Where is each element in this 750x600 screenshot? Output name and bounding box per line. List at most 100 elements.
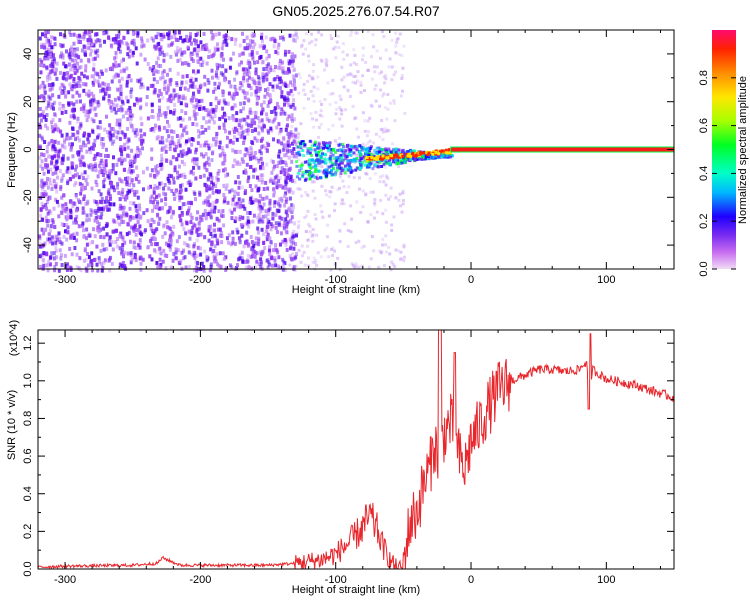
- spectrogram-cell: [110, 261, 114, 266]
- spectrogram-cell: [193, 191, 197, 196]
- spectrogram-cell: [48, 240, 52, 245]
- spectrogram-cell: [193, 112, 197, 117]
- spectrogram-cell: [60, 160, 64, 165]
- spectrogram-cell: [262, 100, 266, 105]
- spectrogram-cell: [257, 186, 261, 191]
- colorbar-ticks: 0.00.20.40.60.8: [698, 70, 736, 277]
- spectrogram-cell: [52, 140, 55, 145]
- spectrogram-cell: [206, 143, 210, 148]
- spectrogram-cell: [292, 265, 296, 270]
- spectrogram-cell: [241, 204, 245, 209]
- spectrogram-cell: [364, 60, 368, 64]
- spectrogram-cell: [52, 57, 56, 61]
- spectrogram-cell: [222, 223, 226, 228]
- spectrogram-cell: [155, 261, 159, 265]
- spectrogram-cell: [432, 150, 436, 154]
- spectrogram-cell: [194, 77, 198, 82]
- spectrogram-cell: [38, 107, 42, 111]
- spectrogram-cell: [223, 198, 227, 203]
- spectrogram-cell: [128, 160, 132, 165]
- spectrogram-cell: [291, 93, 295, 97]
- spectrogram-cell: [158, 127, 162, 132]
- spectrogram-cell: [175, 157, 179, 161]
- spectrogram-cell: [111, 163, 115, 168]
- spectrogram-cell: [262, 232, 266, 237]
- spectrogram-cell: [151, 200, 155, 205]
- spectrogram-cell: [72, 32, 76, 37]
- spectrogram-cell: [308, 224, 312, 228]
- spectrogram-cell: [50, 161, 53, 166]
- spectrogram-cell: [253, 80, 257, 85]
- y-tick-label: -40: [22, 237, 34, 253]
- spectrogram-cell: [187, 250, 191, 255]
- spectrogram-cell: [200, 217, 204, 222]
- spectrogram-cell: [80, 71, 84, 76]
- spectrogram-cell: [102, 96, 106, 101]
- spectrogram-cell: [103, 199, 107, 204]
- spectrogram-cell: [267, 130, 270, 135]
- x-tick-label: -200: [189, 274, 211, 286]
- spectrogram-cell: [390, 38, 394, 42]
- spectrogram-cell: [71, 233, 74, 238]
- spectrogram-cell: [299, 167, 303, 171]
- spectrogram-cell: [40, 152, 44, 157]
- spectrogram-cell: [261, 166, 265, 171]
- spectrogram-cell: [181, 149, 185, 154]
- spectrogram-cell: [235, 149, 239, 154]
- spectrogram-cell: [406, 154, 410, 158]
- spectrogram-cell: [319, 145, 322, 149]
- spectrogram-cell: [167, 134, 171, 139]
- spectrogram-cell: [213, 222, 216, 227]
- spectrogram-cell: [76, 36, 80, 41]
- spectrogram-cell: [102, 89, 106, 94]
- spectrogram-cell: [64, 215, 68, 220]
- x-tick-label: 100: [597, 274, 615, 286]
- spectrogram-cell: [397, 148, 401, 152]
- spectrogram-cell: [398, 192, 402, 196]
- spectrogram-cell: [82, 140, 86, 145]
- spectrogram-cell: [203, 249, 207, 254]
- spectrogram-cell: [243, 69, 247, 74]
- spectrogram-cell: [178, 214, 182, 219]
- spectrogram-cell: [265, 258, 269, 263]
- spectrogram-cell: [92, 98, 96, 103]
- spectrogram-cell: [96, 48, 100, 53]
- spectrogram-cell: [101, 265, 105, 270]
- spectrogram-cell: [274, 263, 278, 268]
- spectrogram-cell: [378, 147, 382, 151]
- spectrogram-cell: [69, 200, 73, 205]
- spectrogram-cell: [150, 147, 154, 152]
- spectrogram-cell: [245, 91, 249, 96]
- spectrogram-cell: [284, 191, 288, 196]
- spectrogram-cell: [108, 86, 112, 91]
- spectrogram-cell: [139, 116, 143, 121]
- spectrogram-cell: [386, 128, 390, 132]
- spectrogram-cell: [289, 256, 293, 261]
- spectrogram-cell: [293, 106, 297, 111]
- spectrogram-cell: [180, 83, 183, 88]
- spectrogram-cell: [386, 107, 390, 111]
- spectrogram-cell: [367, 130, 370, 134]
- spectrogram-cell: [72, 41, 76, 46]
- spectrogram-cell: [266, 91, 269, 96]
- spectrogram-cell: [130, 188, 134, 193]
- spectrogram-cell: [283, 52, 287, 57]
- spectrogram-cell: [419, 151, 423, 155]
- spectrogram-cell: [269, 97, 273, 102]
- spectrogram-cell: [189, 78, 193, 83]
- spectrogram-cell: [174, 190, 177, 195]
- spectrogram-cell: [86, 137, 90, 142]
- spectrogram-cell: [50, 105, 54, 110]
- spectrogram-cell: [373, 163, 377, 166]
- spectrogram-cell: [266, 232, 270, 237]
- spectrogram-cell: [62, 154, 65, 159]
- spectrogram-cell: [249, 165, 252, 169]
- spectrogram-cell: [390, 78, 394, 82]
- spectrogram-cell: [57, 149, 61, 154]
- spectrogram-cell: [137, 148, 141, 153]
- spectrogram-cell: [90, 100, 94, 105]
- spectrogram-cell: [352, 157, 356, 161]
- spectrogram-cell: [186, 180, 190, 185]
- y-tick-label: 0.2: [22, 524, 34, 539]
- spectrogram-cell: [417, 155, 421, 159]
